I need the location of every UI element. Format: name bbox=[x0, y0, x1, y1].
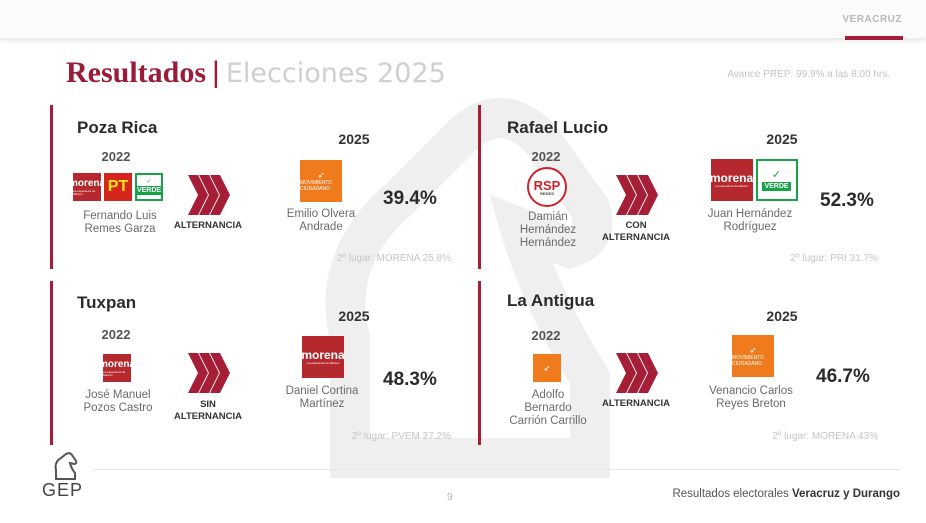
chevrons-icon bbox=[616, 353, 658, 393]
prev-candidate-name: Adolfo Bernardo Carrión Carrillo bbox=[509, 389, 587, 427]
prep-progress-note: Avance PREP: 99.9% a las 8:00 hrs. bbox=[727, 69, 890, 80]
card-accent-bar bbox=[478, 281, 481, 445]
movimiento-ciudadano-logo-icon: ➶ MOVIMIENTO CIUDADANO bbox=[300, 160, 342, 202]
new-candidate-name: Emilio Olvera Andrade bbox=[286, 208, 356, 233]
chevrons-icon bbox=[616, 175, 658, 215]
card-accent-bar bbox=[50, 105, 53, 269]
year-prev: 2022 bbox=[101, 149, 131, 164]
rsp-logo-icon: RSP REDES bbox=[527, 167, 567, 207]
top-bar bbox=[0, 0, 926, 38]
movimiento-ciudadano-logo-icon: ➶ bbox=[533, 354, 561, 382]
card-la-antigua: La Antigua 2022 ➶ Adolfo Bernardo Carrió… bbox=[478, 281, 904, 445]
new-party-logos: ➶ MOVIMIENTO CIUDADANO bbox=[300, 160, 342, 202]
year-new: 2025 bbox=[338, 131, 370, 147]
winner-percent: 52.3% bbox=[820, 190, 874, 211]
title-separator: | bbox=[212, 56, 220, 89]
new-candidate-name: Venancio Carlos Reyes Breton bbox=[709, 385, 793, 410]
footer-text: Resultados electorales bbox=[672, 488, 789, 500]
watermark-knight-icon bbox=[325, 98, 613, 478]
title-sub: Elecciones 2025 bbox=[225, 58, 446, 89]
footer-text-bold: Veracruz y Durango bbox=[791, 488, 900, 500]
card-rafael-lucio: Rafael Lucio 2022 RSP REDES Damián Hernán… bbox=[478, 105, 904, 269]
new-party-logos: morena La esperanza de México ✓ VERDE bbox=[708, 159, 800, 201]
footer-caption: Resultados electorales Veracruz y Durang… bbox=[672, 488, 900, 500]
second-place: 2º lugar: MORENA 43% bbox=[772, 431, 878, 442]
prev-party-logos: RSP REDES bbox=[526, 167, 568, 207]
prev-party-logos: ➶ bbox=[532, 354, 562, 382]
chevrons-icon bbox=[188, 353, 230, 393]
status-label: CON ALTERNANCIA bbox=[602, 220, 670, 243]
new-candidate-name: Daniel Cortina Martínez bbox=[285, 385, 359, 410]
prev-candidate-name: Fernando Luis Remes Garza bbox=[83, 210, 157, 235]
status-label: ALTERNANCIA bbox=[602, 398, 670, 409]
pt-logo-icon: PT bbox=[104, 173, 132, 201]
prev-candidate-name: Damián Hernández Hernández bbox=[519, 211, 577, 249]
municipio-title: Poza Rica bbox=[77, 118, 158, 137]
new-party-logos: morena La esperanza de México bbox=[302, 336, 344, 378]
region-underline bbox=[845, 36, 903, 40]
verde-logo-icon: ✓ VERDE bbox=[135, 173, 163, 201]
year-new: 2025 bbox=[766, 131, 798, 147]
title-main: Resultados bbox=[66, 56, 207, 89]
page-number: 9 bbox=[447, 492, 453, 503]
second-place: 2º lugar: PVEM 27.2% bbox=[351, 431, 451, 442]
page-title: Resultados | Elecciones 2025 bbox=[66, 56, 446, 90]
municipio-title: Tuxpan bbox=[77, 293, 137, 312]
prev-candidate-name: José Manuel Pozos Castro bbox=[83, 389, 153, 414]
status-label: SIN ALTERNANCIA bbox=[174, 399, 242, 422]
second-place: 2º lugar: PRI 31.7% bbox=[790, 253, 878, 264]
winner-percent: 39.4% bbox=[383, 188, 437, 209]
card-accent-bar bbox=[478, 105, 481, 269]
winner-percent: 48.3% bbox=[383, 369, 437, 390]
municipio-title: Rafael Lucio bbox=[507, 118, 609, 137]
card-accent-bar bbox=[50, 281, 53, 445]
status-label: ALTERNANCIA bbox=[174, 220, 242, 231]
winner-percent: 46.7% bbox=[816, 366, 870, 387]
chevrons-icon bbox=[188, 175, 230, 215]
new-candidate-name: Juan Hernández Rodríguez bbox=[707, 208, 793, 233]
verde-logo-icon: ✓ VERDE bbox=[755, 159, 798, 201]
new-party-logos: ➶ MOVIMIENTO CIUDADANO bbox=[732, 335, 774, 377]
year-prev: 2022 bbox=[531, 328, 561, 343]
movimiento-ciudadano-logo-icon: ➶ MOVIMIENTO CIUDADANO bbox=[732, 335, 774, 377]
year-new: 2025 bbox=[338, 308, 370, 324]
year-prev: 2022 bbox=[101, 327, 131, 342]
year-new: 2025 bbox=[766, 308, 798, 324]
region-label: VERACRUZ bbox=[842, 14, 902, 25]
municipio-title: La Antigua bbox=[507, 291, 595, 310]
gep-knight-icon bbox=[54, 452, 78, 480]
gep-brand-logo: GEP bbox=[42, 480, 84, 500]
footer-divider bbox=[94, 469, 900, 470]
second-place: 2º lugar: MORENA 25.8% bbox=[336, 253, 451, 264]
year-prev: 2022 bbox=[531, 149, 561, 164]
